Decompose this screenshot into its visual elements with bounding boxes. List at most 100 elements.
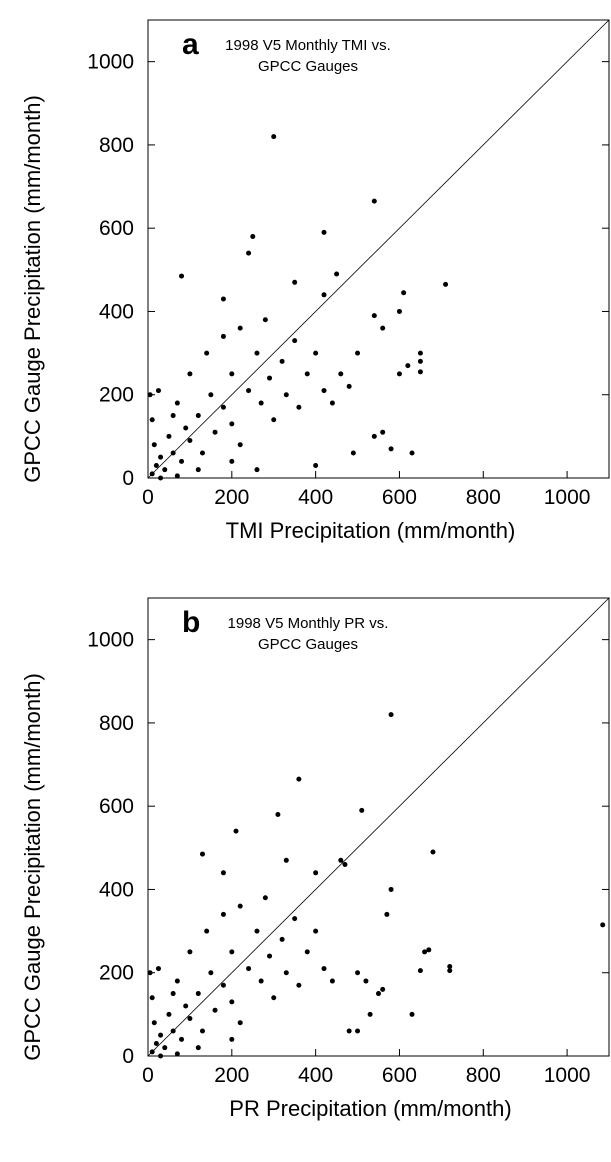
data-point [313, 928, 319, 934]
plot-frame [147, 19, 610, 479]
data-point [380, 429, 386, 435]
data-point [158, 1032, 164, 1038]
data-point [151, 442, 157, 448]
x-tick-label: 800 [466, 1064, 501, 1087]
data-point [153, 463, 159, 469]
data-point [447, 968, 453, 974]
data-point [355, 350, 361, 356]
data-point [195, 1045, 201, 1051]
data-point [174, 978, 180, 984]
data-point [430, 849, 436, 855]
data-point [304, 949, 310, 955]
data-point [409, 450, 415, 456]
data-point [447, 963, 453, 969]
data-point [220, 333, 226, 339]
x-axis-label: PR Precipitation (mm/month) [229, 1096, 511, 1121]
data-point [258, 400, 264, 406]
data-point [359, 807, 365, 813]
data-point [417, 968, 423, 974]
data-point [313, 463, 319, 469]
y-axis-label: GPCC Gauge Precipitation (mm/month) [20, 95, 45, 483]
data-point [229, 371, 235, 377]
data-point [321, 229, 327, 235]
data-point [174, 400, 180, 406]
data-point [313, 350, 319, 356]
data-point [183, 425, 189, 431]
data-point [401, 290, 407, 296]
data-point [275, 812, 281, 818]
data-point [250, 234, 256, 240]
data-point [170, 413, 176, 419]
data-point [147, 970, 153, 976]
data-point [195, 467, 201, 473]
data-point [346, 383, 352, 389]
panel-label: a [182, 28, 199, 61]
data-point [233, 828, 239, 834]
data-point [212, 1007, 218, 1013]
data-point [153, 1041, 159, 1047]
y-tick-label: 1000 [87, 629, 134, 652]
data-point [187, 949, 193, 955]
data-point [321, 966, 327, 972]
data-point [220, 982, 226, 988]
data-point [179, 458, 185, 464]
x-tick-label: 800 [466, 486, 501, 509]
data-point [187, 371, 193, 377]
annotation: 1998 V5 Monthly TMI vs. [225, 37, 391, 54]
data-point [329, 978, 335, 984]
data-point [158, 1053, 164, 1059]
data-point [229, 999, 235, 1005]
plot-frame [147, 597, 610, 1057]
data-point [267, 375, 273, 381]
data-point [313, 870, 319, 876]
x-tick-label: 400 [298, 486, 333, 509]
data-point [208, 970, 214, 976]
data-point [600, 922, 606, 928]
one-to-one-line [147, 597, 610, 1057]
data-point [388, 712, 394, 718]
data-point [174, 1051, 180, 1057]
data-point [254, 350, 260, 356]
annotation: 1998 V5 Monthly PR vs. [228, 615, 389, 632]
data-point [237, 1020, 243, 1026]
data-point [417, 350, 423, 356]
data-point [417, 358, 423, 364]
data-point [346, 1028, 352, 1034]
x-axis-label: TMI Precipitation (mm/month) [226, 518, 516, 543]
data-point [292, 916, 298, 922]
x-tick-label: 1000 [544, 486, 591, 509]
data-point [409, 1011, 415, 1017]
data-point [187, 1016, 193, 1022]
x-tick-label: 200 [214, 1064, 249, 1087]
data-point [405, 363, 411, 369]
data-point [254, 928, 260, 934]
data-point [283, 857, 289, 863]
y-tick-label: 400 [99, 878, 134, 901]
y-tick-label: 600 [99, 795, 134, 818]
data-point [195, 991, 201, 997]
data-point [334, 271, 340, 277]
data-point [166, 433, 172, 439]
y-tick-label: 600 [99, 217, 134, 240]
data-point [258, 978, 264, 984]
data-point [246, 388, 252, 394]
data-point [380, 325, 386, 331]
data-point [350, 450, 356, 456]
data-point [371, 313, 377, 319]
data-point [396, 371, 402, 377]
data-point [380, 986, 386, 992]
data-point [229, 949, 235, 955]
data-point [292, 338, 298, 344]
data-point [371, 433, 377, 439]
data-point [237, 442, 243, 448]
data-point [179, 273, 185, 279]
data-point [179, 1036, 185, 1042]
data-point [267, 953, 273, 959]
data-point [199, 851, 205, 857]
data-point [162, 467, 168, 473]
data-point [367, 1011, 373, 1017]
data-point [170, 991, 176, 997]
data-point [229, 458, 235, 464]
data-point [321, 292, 327, 298]
data-point [396, 308, 402, 314]
